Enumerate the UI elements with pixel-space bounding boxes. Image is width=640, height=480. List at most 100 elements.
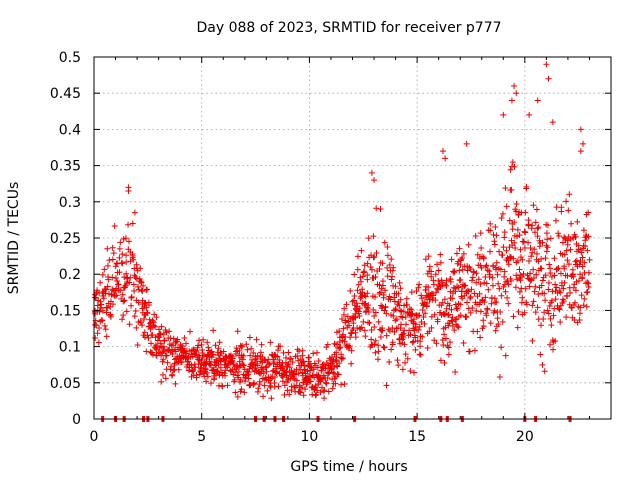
- data-point-1423: [503, 203, 510, 210]
- data-point-860: [341, 305, 348, 312]
- data-point-221: [157, 331, 164, 338]
- data-point-1520: [530, 274, 537, 281]
- data-point-95: [119, 291, 126, 298]
- data-point-1216: [443, 335, 450, 342]
- data-point-254: [168, 363, 175, 370]
- data-point-1508: [527, 244, 534, 251]
- data-point-908: [354, 253, 361, 260]
- data-point-1402: [497, 266, 504, 273]
- data-point-1523: [532, 229, 539, 236]
- data-point-1365: [487, 248, 494, 255]
- data-point-1570: [545, 279, 552, 286]
- data-point-76: [113, 292, 120, 299]
- data-point-1595: [552, 296, 559, 303]
- data-point-507: [240, 352, 247, 359]
- data-point-1014: [384, 244, 391, 251]
- data-point-975: [372, 337, 379, 344]
- y-tick-label-9: 0.45: [50, 86, 81, 102]
- data-point-434: [218, 369, 225, 376]
- data-point-1557: [541, 368, 548, 375]
- data-point-1350: [481, 299, 488, 306]
- data-point-1007: [382, 287, 389, 294]
- data-point-178: [145, 335, 152, 342]
- data-point-1597: [553, 284, 560, 291]
- data-point-741: [307, 378, 314, 385]
- data-point-1325: [474, 328, 481, 335]
- data-point-650: [282, 354, 289, 361]
- data-point-706: [298, 384, 305, 391]
- data-point-151: [137, 278, 144, 285]
- data-point-113: [124, 275, 131, 282]
- data-point-1355: [483, 262, 490, 269]
- data-point-1417: [502, 184, 509, 191]
- data-point-1361: [485, 286, 492, 293]
- data-point-58: [107, 313, 114, 320]
- data-point-1519: [530, 202, 537, 209]
- data-point-1180: [432, 271, 439, 278]
- data-point-358: [199, 346, 206, 353]
- data-point-549: [253, 355, 260, 362]
- data-point-230: [160, 356, 167, 363]
- data-point-1424: [504, 294, 511, 301]
- data-point-388: [206, 358, 213, 365]
- data-point-69: [111, 222, 118, 229]
- data-point-1312: [469, 305, 476, 312]
- data-point-1572: [546, 261, 553, 268]
- data-point-1220: [443, 305, 450, 312]
- data-point-604: [269, 368, 276, 375]
- x-tick-label-2: 10: [301, 429, 319, 445]
- data-point-555: [254, 352, 261, 359]
- data-point-198: [150, 322, 157, 329]
- data-point-921: [358, 247, 365, 254]
- data-point-1459: [513, 200, 520, 207]
- data-point-614: [271, 374, 278, 381]
- data-point-1159: [425, 253, 432, 260]
- data-point-1230: [446, 302, 453, 309]
- data-point-751: [310, 386, 317, 393]
- data-point-1433: [506, 217, 513, 224]
- data-point-1024: [387, 296, 394, 303]
- data-point-45: [104, 305, 111, 312]
- outlier-point-1: [125, 187, 132, 194]
- y-tick-label-10: 0.5: [59, 50, 81, 66]
- data-point-1299: [464, 287, 471, 294]
- data-point-1599: [554, 265, 561, 272]
- data-point-848: [338, 381, 345, 388]
- data-point-1552: [539, 277, 546, 284]
- data-point-1515: [529, 337, 536, 344]
- data-point-1446: [509, 159, 516, 166]
- data-point-1396: [495, 321, 502, 328]
- data-point-1182: [433, 340, 440, 347]
- data-point-922: [358, 324, 365, 331]
- data-point-1609: [557, 289, 564, 296]
- data-point-1029: [389, 324, 396, 331]
- data-point-1455: [512, 208, 519, 215]
- data-point-893: [351, 292, 358, 299]
- data-point-102: [121, 297, 128, 304]
- data-point-1530: [533, 206, 540, 213]
- data-point-1160: [426, 328, 433, 335]
- data-point-1620: [560, 285, 567, 292]
- data-point-1301: [465, 288, 472, 295]
- data-point-62: [109, 274, 116, 281]
- data-point-505: [239, 356, 246, 363]
- data-point-519: [244, 346, 251, 353]
- data-point-88: [117, 239, 124, 246]
- data-point-818: [329, 385, 336, 392]
- data-point-663: [286, 391, 293, 398]
- data-point-1061: [397, 307, 404, 314]
- data-point-1479: [518, 274, 525, 281]
- data-point-1625: [561, 265, 568, 272]
- data-point-1340: [478, 264, 485, 271]
- data-point-573: [260, 393, 267, 400]
- data-point-486: [234, 393, 241, 400]
- data-point-1400: [496, 373, 503, 380]
- data-point-1285: [460, 340, 467, 347]
- data-point-1412: [501, 273, 508, 280]
- data-point-1038: [391, 328, 398, 335]
- data-point-509: [240, 362, 247, 369]
- data-point-1205: [439, 299, 446, 306]
- data-point-1152: [424, 300, 431, 307]
- data-point-1373: [489, 274, 496, 281]
